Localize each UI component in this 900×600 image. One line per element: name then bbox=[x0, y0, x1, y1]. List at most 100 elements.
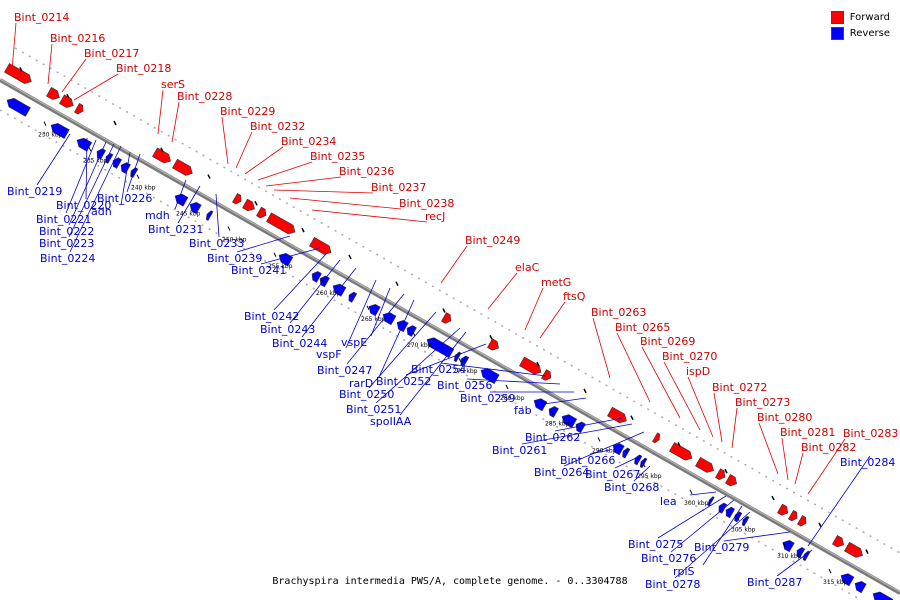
reverse-gene-arrow[interactable] bbox=[395, 318, 409, 333]
forward-gene-arrow[interactable] bbox=[309, 236, 333, 257]
reverse-gene-arrow[interactable] bbox=[49, 121, 70, 139]
forward-gene-label[interactable]: Bint_0234 bbox=[281, 135, 336, 148]
forward-gene-arrow[interactable] bbox=[232, 193, 243, 205]
reverse-gene-label[interactable]: Bint_0268 bbox=[604, 481, 659, 494]
forward-gene-label[interactable]: Bint_0282 bbox=[801, 441, 856, 454]
forward-gene-label[interactable]: Bint_0235 bbox=[310, 150, 365, 163]
reverse-gene-label[interactable]: Bint_0251 bbox=[346, 403, 401, 416]
reverse-gene-label[interactable]: Bint_0226 bbox=[97, 192, 152, 205]
forward-gene-label[interactable]: ftsQ bbox=[563, 290, 586, 303]
reverse-gene-arrow[interactable] bbox=[111, 156, 123, 169]
reverse-gene-label[interactable]: rarD bbox=[349, 377, 373, 390]
forward-gene-arrow[interactable] bbox=[441, 312, 453, 326]
reverse-gene-arrow[interactable] bbox=[75, 136, 93, 152]
forward-gene-arrow[interactable] bbox=[669, 442, 694, 463]
reverse-gene-label[interactable]: Bint_0266 bbox=[560, 454, 615, 467]
reverse-gene-label[interactable]: Bint_0256 bbox=[437, 379, 492, 392]
forward-gene-arrow[interactable] bbox=[777, 503, 790, 517]
reverse-gene-label[interactable]: vspF bbox=[316, 348, 342, 361]
reverse-gene-arrow[interactable] bbox=[310, 270, 322, 283]
forward-gene-label[interactable]: Bint_0217 bbox=[84, 47, 139, 60]
reverse-gene-label[interactable]: vspE bbox=[341, 336, 367, 349]
reverse-gene-arrow[interactable] bbox=[633, 454, 643, 466]
reverse-gene-label[interactable]: Bint_0261 bbox=[492, 444, 547, 457]
reverse-gene-arrow[interactable] bbox=[574, 420, 586, 434]
reverse-gene-label[interactable]: Bint_0264 bbox=[534, 466, 589, 479]
forward-gene-label[interactable]: elaC bbox=[515, 261, 540, 274]
reverse-gene-label[interactable]: Bint_0233 bbox=[189, 237, 244, 250]
forward-gene-label[interactable]: Bint_0272 bbox=[712, 381, 767, 394]
forward-gene-arrow[interactable] bbox=[788, 509, 799, 522]
reverse-gene-arrow[interactable] bbox=[611, 441, 625, 456]
forward-gene-label[interactable]: ispD bbox=[686, 365, 710, 378]
reverse-gene-label[interactable]: Bint_0247 bbox=[317, 364, 372, 377]
reverse-gene-arrow[interactable] bbox=[104, 152, 114, 164]
reverse-gene-label[interactable]: Bint_0220 bbox=[56, 199, 111, 212]
reverse-gene-arrow[interactable] bbox=[129, 166, 139, 179]
reverse-gene-arrow[interactable] bbox=[205, 210, 214, 221]
reverse-gene-label[interactable]: Bint_0242 bbox=[244, 310, 299, 323]
forward-gene-label[interactable]: Bint_0283 bbox=[843, 427, 898, 440]
reverse-gene-arrow[interactable] bbox=[871, 589, 894, 600]
reverse-gene-arrow[interactable] bbox=[347, 291, 358, 303]
reverse-gene-arrow[interactable] bbox=[795, 546, 806, 559]
reverse-gene-label[interactable]: Bint_0284 bbox=[840, 456, 895, 469]
forward-gene-label[interactable]: Bint_0280 bbox=[757, 411, 812, 424]
reverse-gene-label[interactable]: Bint_0276 bbox=[641, 552, 696, 565]
forward-gene-label[interactable]: Bint_0228 bbox=[177, 90, 232, 103]
reverse-gene-label[interactable]: Bint_0275 bbox=[628, 538, 683, 551]
forward-gene-label[interactable]: Bint_0273 bbox=[735, 396, 790, 409]
forward-gene-label[interactable]: Bint_0270 bbox=[662, 350, 717, 363]
forward-gene-label[interactable]: Bint_0237 bbox=[371, 181, 426, 194]
forward-gene-label[interactable]: metG bbox=[541, 276, 571, 289]
forward-gene-arrow[interactable] bbox=[725, 474, 739, 488]
reverse-gene-arrow[interactable] bbox=[639, 457, 648, 469]
reverse-gene-arrow[interactable] bbox=[724, 506, 736, 519]
forward-gene-arrow[interactable] bbox=[607, 406, 628, 425]
forward-gene-label[interactable]: Bint_0214 bbox=[14, 11, 69, 24]
reverse-gene-arrow[interactable] bbox=[405, 324, 417, 337]
forward-gene-label[interactable]: Bint_0229 bbox=[220, 105, 275, 118]
forward-gene-label[interactable]: Bint_0218 bbox=[116, 62, 171, 75]
forward-gene-label[interactable]: Bint_0238 bbox=[399, 197, 454, 210]
reverse-gene-arrow[interactable] bbox=[119, 161, 131, 174]
forward-gene-arrow[interactable] bbox=[256, 206, 268, 220]
reverse-gene-arrow[interactable] bbox=[318, 274, 330, 288]
forward-gene-label[interactable]: Bint_0269 bbox=[640, 335, 695, 348]
reverse-gene-label[interactable]: lea bbox=[660, 495, 677, 508]
reverse-gene-label[interactable]: Bint_0243 bbox=[260, 323, 315, 336]
reverse-gene-label[interactable]: rplS bbox=[673, 565, 695, 578]
reverse-gene-arrow[interactable] bbox=[839, 571, 855, 587]
reverse-gene-label[interactable]: Bint_0224 bbox=[40, 252, 95, 265]
forward-gene-label[interactable]: Bint_0263 bbox=[591, 306, 646, 319]
reverse-gene-arrow[interactable] bbox=[367, 302, 381, 317]
reverse-gene-label[interactable]: fab bbox=[514, 404, 532, 417]
reverse-gene-arrow[interactable] bbox=[781, 538, 795, 553]
forward-gene-label[interactable]: Bint_0232 bbox=[250, 120, 305, 133]
reverse-gene-label[interactable]: spoIIAA bbox=[370, 415, 412, 428]
forward-gene-arrow[interactable] bbox=[266, 212, 297, 237]
forward-gene-label[interactable]: Bint_0281 bbox=[780, 426, 835, 439]
reverse-gene-arrow[interactable] bbox=[173, 192, 189, 207]
reverse-gene-arrow[interactable] bbox=[621, 447, 631, 459]
reverse-gene-arrow[interactable] bbox=[5, 96, 31, 117]
forward-gene-label[interactable]: Bint_0249 bbox=[465, 234, 520, 247]
forward-gene-arrow[interactable] bbox=[4, 63, 33, 86]
forward-gene-arrow[interactable] bbox=[652, 432, 661, 444]
forward-gene-arrow[interactable] bbox=[152, 147, 173, 166]
reverse-gene-arrow[interactable] bbox=[707, 496, 715, 507]
forward-gene-arrow[interactable] bbox=[242, 198, 257, 213]
forward-gene-label[interactable]: Bint_0216 bbox=[50, 32, 105, 45]
forward-gene-arrow[interactable] bbox=[59, 94, 75, 110]
reverse-gene-label[interactable]: Bint_0278 bbox=[645, 578, 700, 591]
reverse-gene-label[interactable]: Bint_0219 bbox=[7, 185, 62, 198]
forward-gene-arrow[interactable] bbox=[172, 158, 194, 178]
reverse-gene-label[interactable]: Bint_0244 bbox=[272, 337, 327, 350]
reverse-gene-label[interactable]: Bint_0279 bbox=[694, 541, 749, 554]
reverse-gene-label[interactable]: Bint_0222 bbox=[39, 225, 94, 238]
reverse-gene-label[interactable]: Bint_0223 bbox=[39, 237, 94, 250]
reverse-gene-label[interactable]: Bint_0287 bbox=[747, 576, 802, 589]
forward-gene-arrow[interactable] bbox=[541, 369, 553, 383]
reverse-gene-label[interactable]: Bint_0250 bbox=[339, 388, 394, 401]
reverse-gene-label[interactable]: Bint_0262 bbox=[525, 431, 580, 444]
